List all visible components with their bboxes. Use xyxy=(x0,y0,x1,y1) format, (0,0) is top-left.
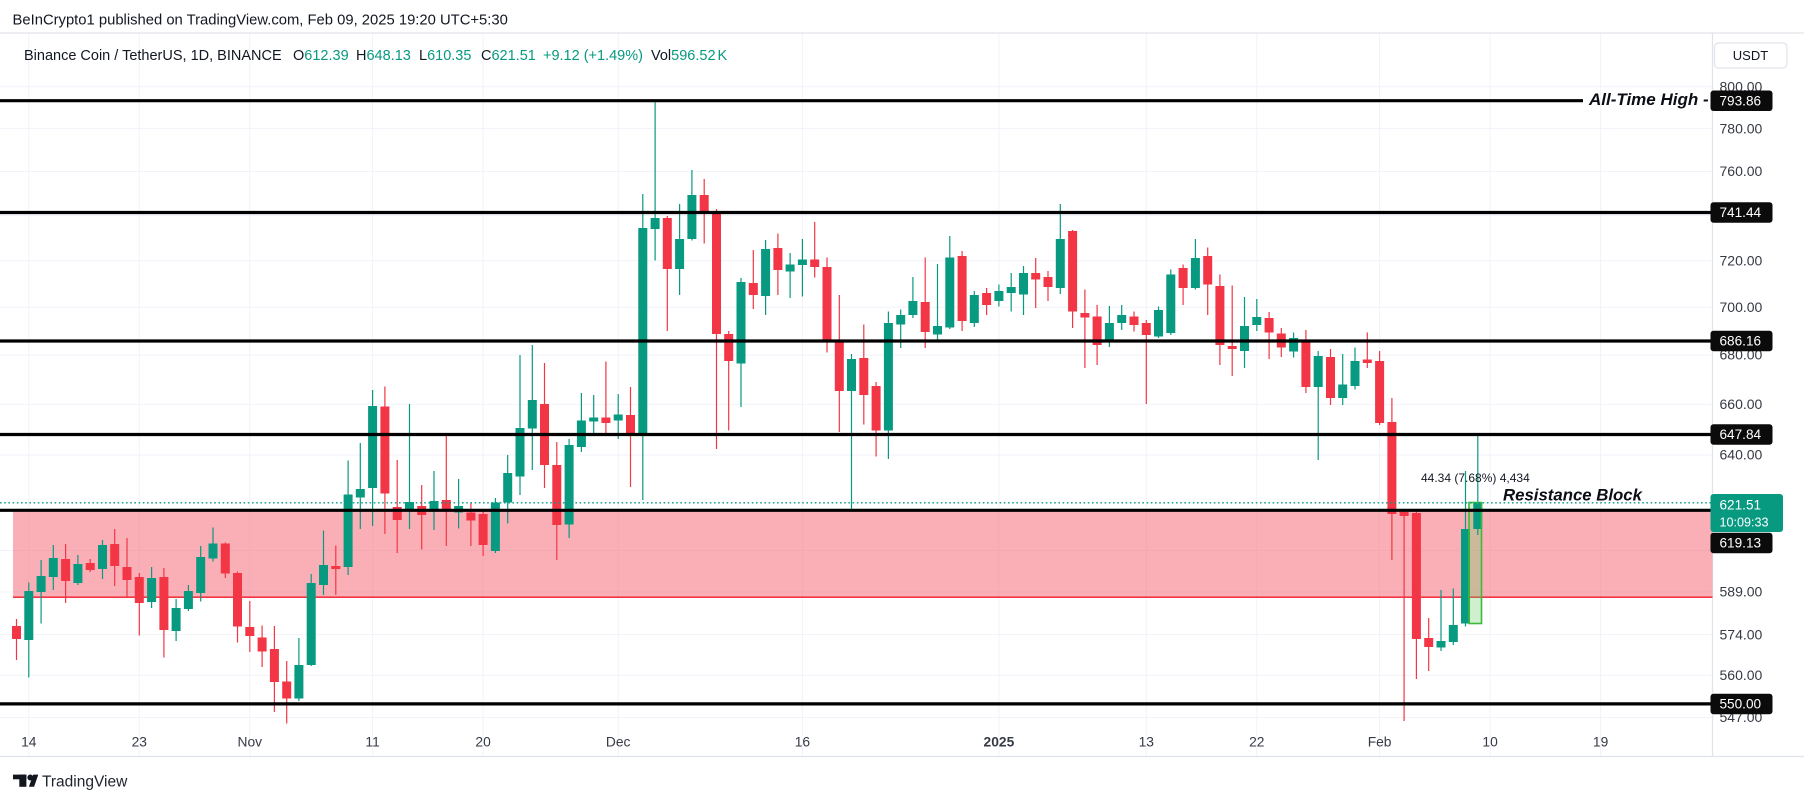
svg-text:720.00: 720.00 xyxy=(1720,252,1763,268)
svg-text:Nov: Nov xyxy=(238,735,263,750)
svg-text:Resistance Block: Resistance Block xyxy=(1503,486,1644,505)
svg-text:Dec: Dec xyxy=(606,735,631,750)
svg-text:780.00: 780.00 xyxy=(1720,120,1763,136)
svg-text:660.00: 660.00 xyxy=(1720,396,1763,412)
svg-text:760.00: 760.00 xyxy=(1720,163,1763,179)
svg-text:574.00: 574.00 xyxy=(1720,626,1763,642)
svg-text:44.34 (7.68%) 4,434: 44.34 (7.68%) 4,434 xyxy=(1421,471,1530,485)
svg-text:11: 11 xyxy=(365,735,379,750)
svg-text:640.00: 640.00 xyxy=(1720,447,1763,463)
svg-text:16: 16 xyxy=(795,735,811,750)
svg-text:All-Time High -: All-Time High - xyxy=(1588,90,1709,109)
svg-text:TradingView: TradingView xyxy=(42,774,128,791)
svg-text:741.44: 741.44 xyxy=(1720,205,1762,220)
svg-text:621.51: 621.51 xyxy=(1720,497,1762,512)
svg-text:Binance Coin / TetherUS, 1D, B: Binance Coin / TetherUS, 1D, BINANCE O612… xyxy=(24,48,728,64)
svg-text:589.00: 589.00 xyxy=(1720,584,1763,600)
svg-text:10:09:33: 10:09:33 xyxy=(1720,516,1769,530)
svg-text:14: 14 xyxy=(21,735,37,750)
svg-text:20: 20 xyxy=(475,735,491,750)
svg-text:2025: 2025 xyxy=(984,735,1015,750)
svg-text:10: 10 xyxy=(1482,735,1498,750)
svg-text:550.00: 550.00 xyxy=(1720,697,1762,712)
svg-text:686.16: 686.16 xyxy=(1720,334,1762,349)
svg-text:19: 19 xyxy=(1593,735,1609,750)
svg-text:BeInCrypto1 published on Tradi: BeInCrypto1 published on TradingView.com… xyxy=(13,12,508,28)
svg-text:23: 23 xyxy=(132,735,148,750)
svg-text:619.13: 619.13 xyxy=(1720,536,1762,551)
svg-text:USDT: USDT xyxy=(1733,48,1768,63)
svg-text:700.00: 700.00 xyxy=(1720,299,1763,315)
svg-text:22: 22 xyxy=(1249,735,1264,750)
svg-text:560.00: 560.00 xyxy=(1720,667,1763,683)
svg-text:793.86: 793.86 xyxy=(1720,93,1762,108)
svg-text:647.84: 647.84 xyxy=(1720,427,1762,442)
svg-text:Feb: Feb xyxy=(1368,735,1392,750)
svg-text:13: 13 xyxy=(1139,735,1155,750)
